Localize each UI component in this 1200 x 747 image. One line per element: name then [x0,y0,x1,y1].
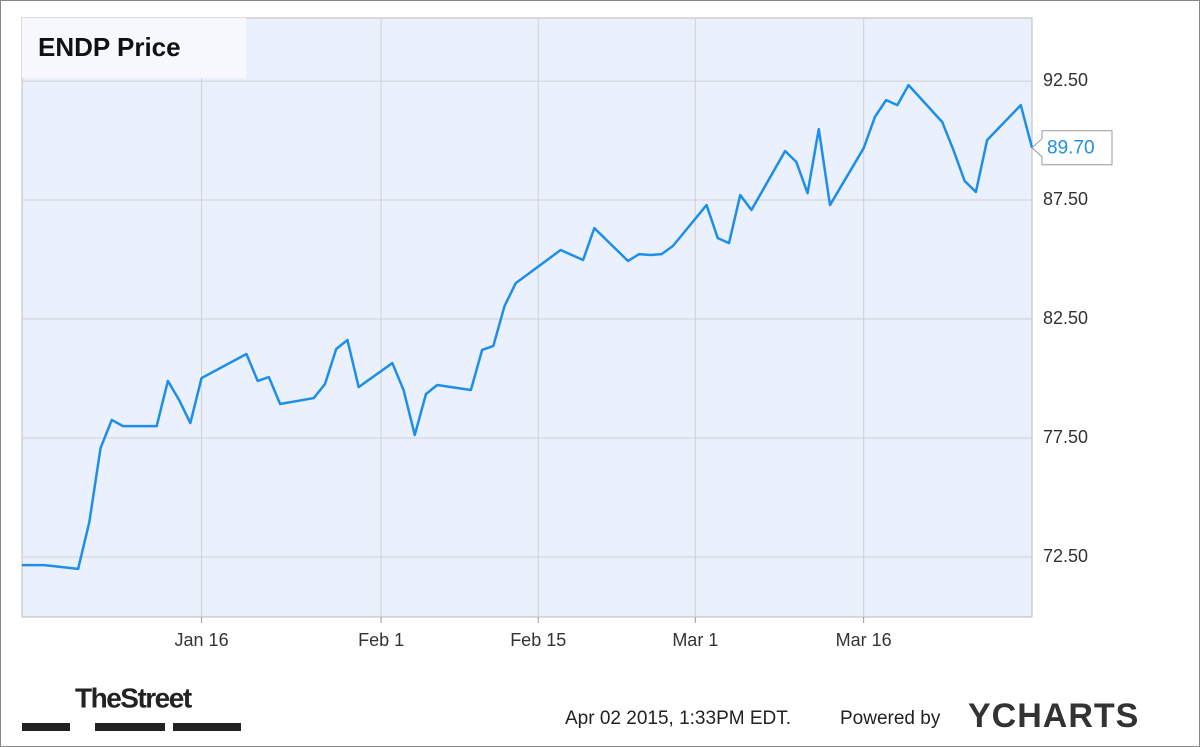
y-tick-label: 77.50 [1043,427,1088,447]
logo-bar [95,723,165,731]
powered-by: Powered by [840,708,941,729]
x-tick-label: Feb 1 [358,630,404,650]
publisher-logo: TheStreet [75,682,192,713]
y-tick-label: 82.50 [1043,308,1088,328]
y-tick-label: 72.50 [1043,546,1088,566]
value-label-box [1031,130,1113,166]
logo-bar [173,723,241,731]
title-box [22,18,246,78]
x-tick-label: Mar 16 [836,630,892,650]
logo-bar [22,723,70,731]
price-line [22,83,1034,571]
x-tick-label: Feb 15 [510,630,566,650]
value-label: 89.70 [1047,138,1095,159]
x-tick-label: Jan 16 [175,630,229,650]
y-tick-label: 92.50 [1043,70,1088,90]
y-tick-label: 87.50 [1043,189,1088,209]
chart-title: ENDP Price [38,32,181,62]
provider-logo: YCHARTS [968,697,1139,735]
x-tick-label: Mar 1 [672,630,718,650]
timestamp: Apr 02 2015, 1:33PM EDT. [565,708,791,729]
